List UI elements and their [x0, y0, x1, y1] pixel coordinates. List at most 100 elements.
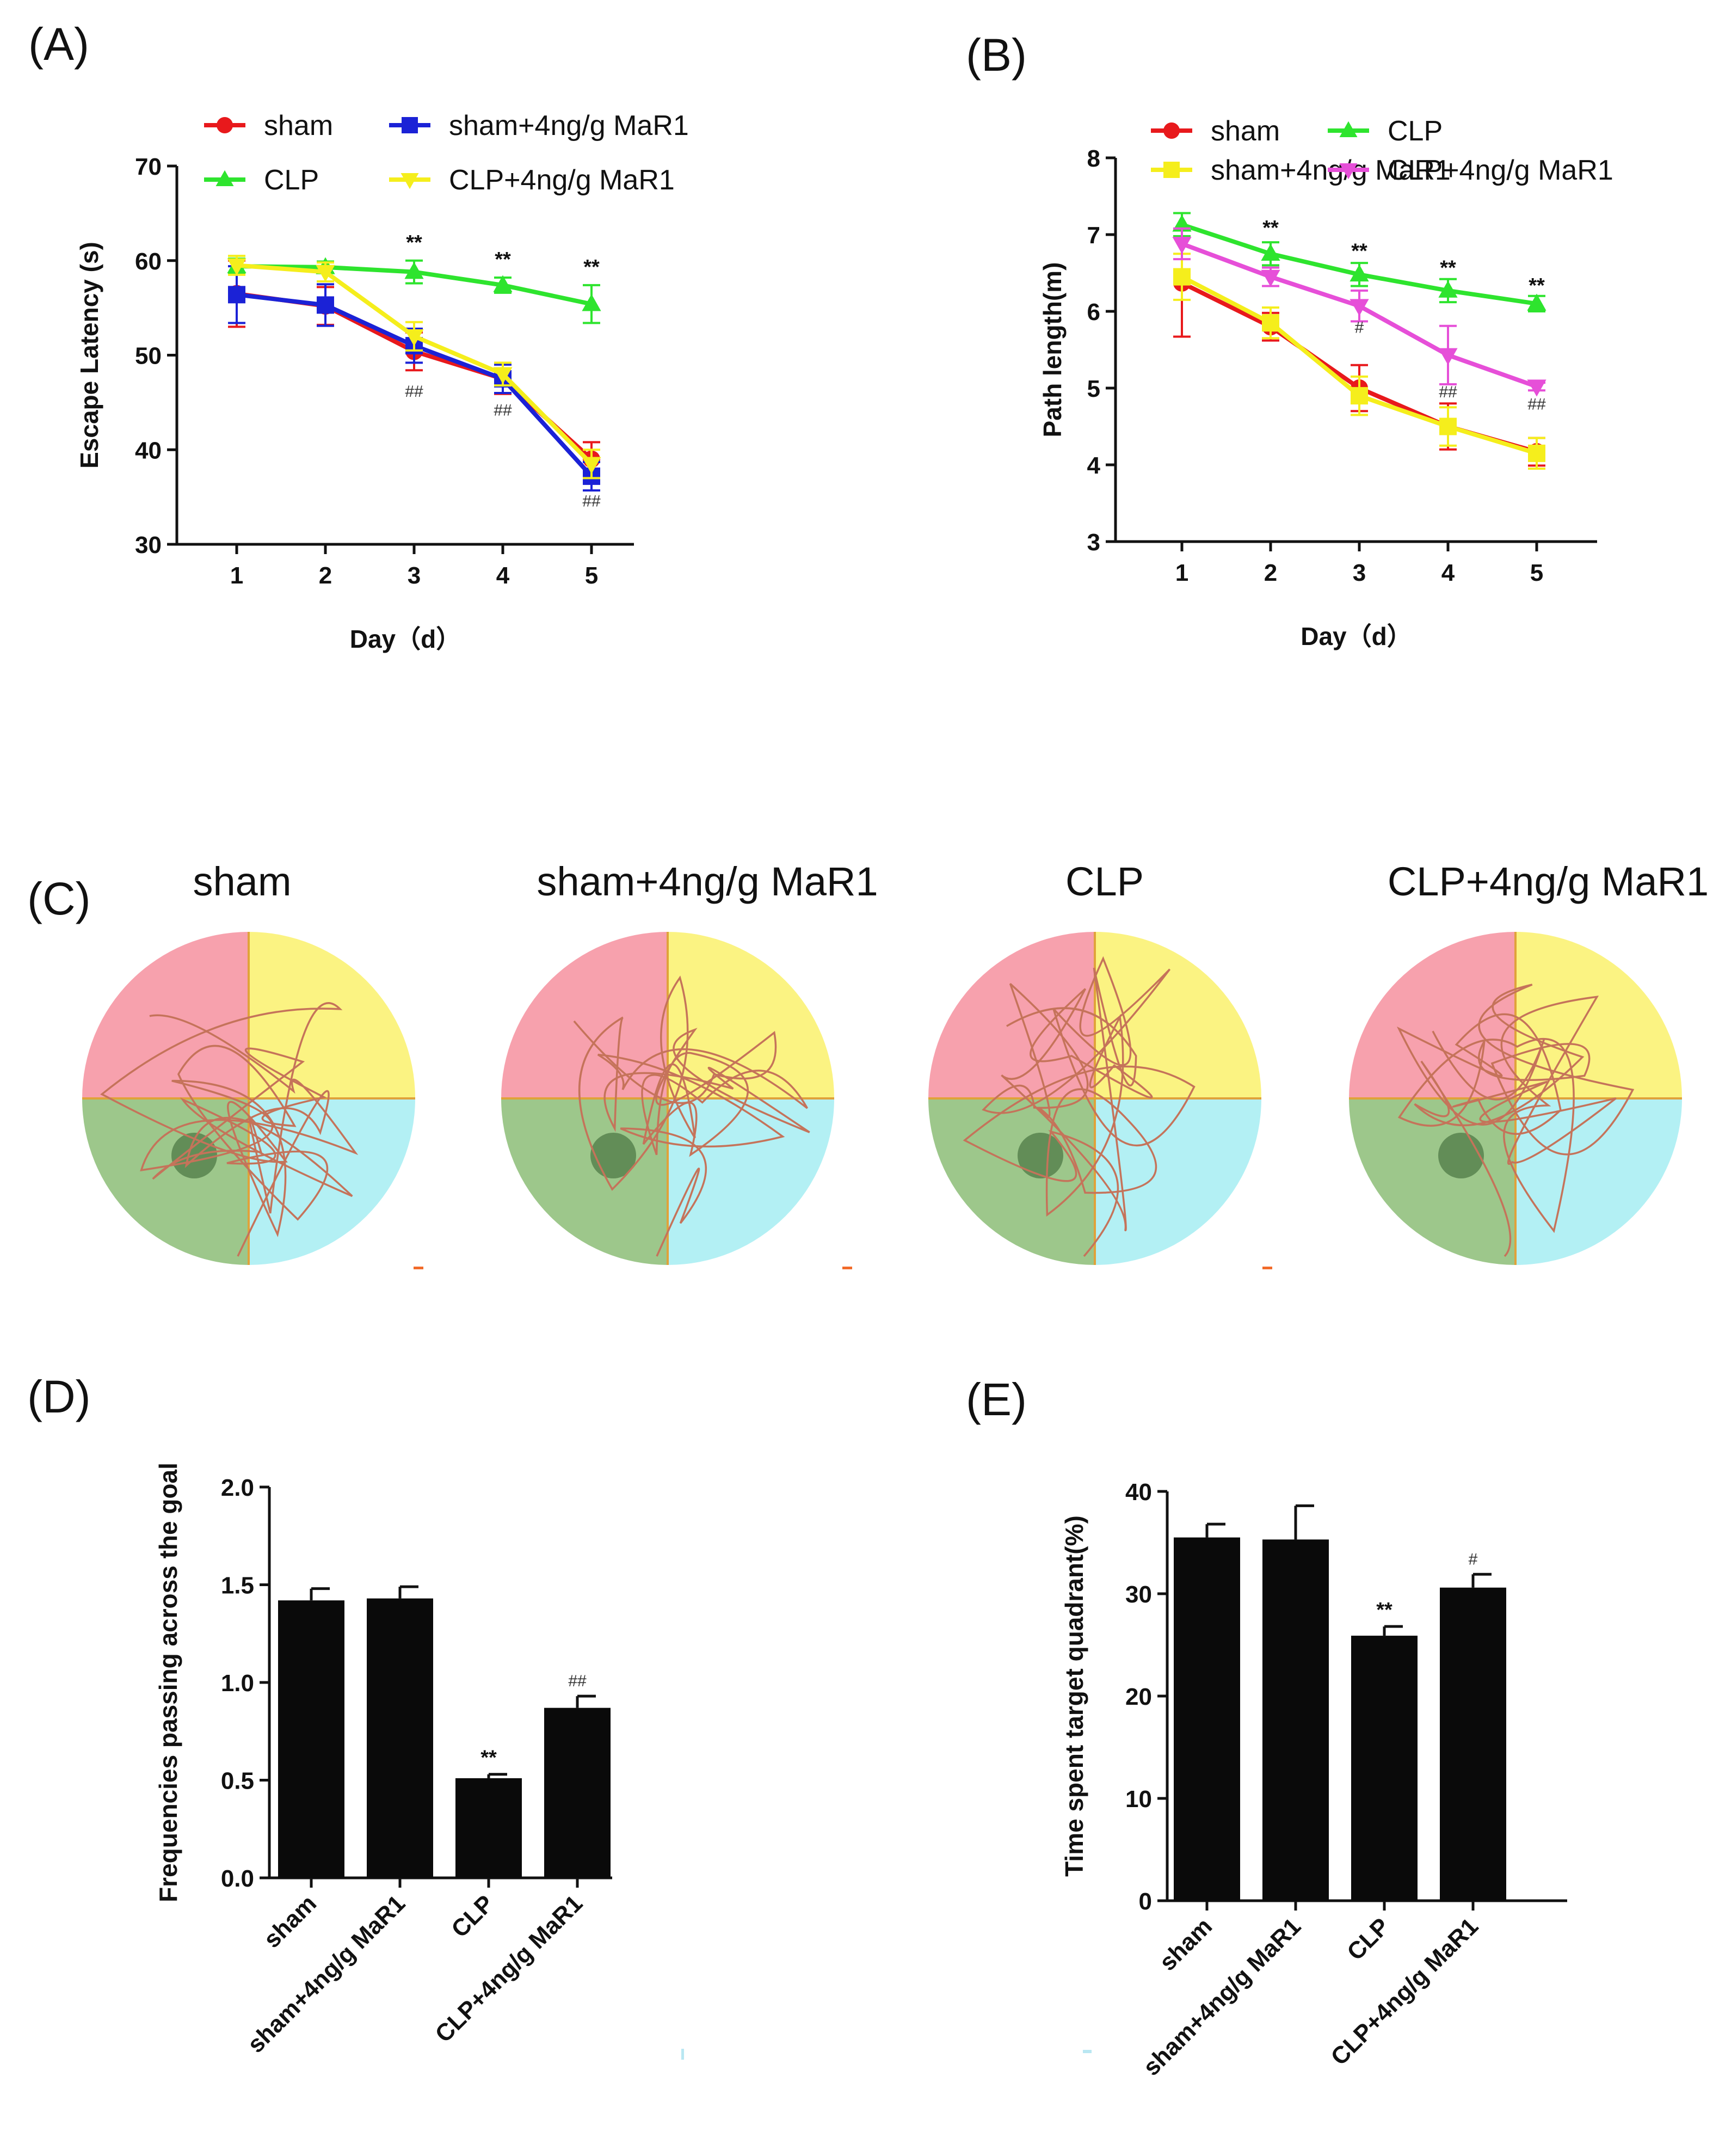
legend-label: sham: [264, 110, 333, 142]
data-point: [1438, 348, 1458, 365]
maze-title: CLP+4ng/g MaR1: [1388, 859, 1709, 904]
legend-marker: [1339, 121, 1358, 137]
legend-marker: [1339, 163, 1358, 180]
x-tick-label: 3: [1353, 560, 1366, 586]
legend-marker: [215, 170, 234, 186]
series-sham-4ng-g-mar1: [1173, 253, 1545, 470]
bar: [1262, 1539, 1329, 1901]
platform: [1438, 1133, 1484, 1178]
panel-label-d: (D): [27, 1371, 91, 1422]
x-axis-title: Day（d）: [350, 625, 461, 653]
data-point: [1527, 379, 1546, 397]
maze-title: sham+4ng/g MaR1: [537, 859, 878, 904]
data-point: [1172, 214, 1192, 232]
y-tick-label: 1.0: [221, 1670, 254, 1697]
platform: [1018, 1133, 1063, 1178]
x-tick-label: CLP: [446, 1890, 499, 1943]
y-tick-label: 1.5: [221, 1573, 254, 1599]
data-point: [1350, 299, 1369, 316]
data-point: [404, 329, 424, 347]
significance-mark: **: [583, 256, 600, 279]
x-tick-label: 1: [1175, 560, 1188, 586]
significance-mark: #: [1355, 318, 1364, 336]
significance-mark: **: [480, 1747, 497, 1770]
data-point: [1438, 280, 1458, 298]
x-tick-label: 4: [1441, 560, 1455, 586]
maze-title: CLP: [1065, 859, 1144, 904]
panel-label-c: (C): [27, 873, 91, 924]
significance-mark: **: [1440, 256, 1456, 279]
series-clp: [1172, 212, 1546, 312]
significance-mark: **: [1529, 274, 1545, 297]
y-tick-label: 70: [135, 153, 162, 180]
y-tick-label: 30: [1125, 1581, 1152, 1608]
significance-mark: ##: [568, 1672, 587, 1690]
maze-title: sham: [193, 859, 292, 904]
chart-a-escape-latency: 30 40 50 60 70 1 2 3 4 5 Day（d） Escape Latency (s) *…: [75, 110, 689, 653]
y-tick-label: 0.5: [221, 1768, 254, 1795]
data-point: [1350, 264, 1369, 282]
panel-label-b: (B): [966, 29, 1027, 81]
data-point: [1351, 387, 1368, 405]
x-tick-label: CLP: [1342, 1913, 1395, 1965]
data-point: [317, 296, 334, 314]
data-point: [227, 258, 247, 275]
legend-label: sham: [1211, 115, 1280, 147]
data-point: [582, 457, 601, 474]
legend-marker: [400, 173, 419, 189]
data-point: [493, 275, 513, 292]
x-tick-label: CLP+4ng/g MaR1: [1326, 1913, 1483, 2071]
y-tick-label: 4: [1087, 452, 1101, 479]
data-point: [1439, 417, 1457, 435]
legend-marker: [1163, 162, 1180, 178]
swim-path: [573, 975, 810, 1257]
data-point: [228, 286, 245, 304]
quadrant-top-right: [1515, 932, 1682, 1098]
bar: [1174, 1537, 1240, 1901]
y-tick-label: 60: [135, 248, 162, 275]
x-tick-label: 4: [496, 562, 510, 589]
x-tick-label: 3: [408, 562, 421, 589]
significance-mark: ##: [1439, 383, 1457, 401]
legend-label: CLP: [1388, 115, 1443, 147]
legend-marker: [402, 117, 418, 133]
x-tick-label: CLP+4ng/g MaR1: [430, 1890, 588, 2048]
y-axis-title: Escape Latency (s): [75, 242, 103, 469]
y-tick-label: 50: [135, 343, 162, 370]
data-point: [1262, 314, 1279, 332]
y-axis-title: Time spent target quadrant(%): [1060, 1515, 1088, 1877]
data-point: [404, 262, 424, 279]
quadrant-top-right: [249, 932, 415, 1098]
y-tick-label: 7: [1087, 222, 1100, 249]
legend-marker: [1163, 122, 1180, 139]
panel-label-e: (E): [966, 1374, 1027, 1425]
x-tick-label: sham+4ng/g MaR1: [1138, 1913, 1306, 2081]
x-tick-label: 1: [230, 562, 243, 589]
quadrant-bottom-right: [1095, 1098, 1261, 1265]
y-tick-label: 0: [1139, 1888, 1152, 1915]
stray-mark: [681, 2049, 684, 2060]
y-tick-label: 5: [1087, 376, 1100, 402]
stray-mark: [842, 1267, 852, 1269]
maze-4: CLP+4ng/g MaR1: [1349, 859, 1709, 1265]
x-axis-title: Day（d）: [1301, 622, 1412, 650]
bar: [367, 1598, 433, 1878]
data-point: [582, 294, 601, 311]
bar: [278, 1600, 344, 1878]
y-tick-label: 3: [1087, 529, 1100, 556]
bar: [1440, 1587, 1506, 1901]
bar: [1351, 1636, 1418, 1901]
data-point: [1528, 444, 1545, 462]
significance-mark: ##: [1527, 395, 1546, 413]
maze-2: sham+4ng/g MaR1: [501, 859, 878, 1265]
y-axis-title: Frequencies passing across the goal: [154, 1463, 182, 1902]
significance-mark: **: [1376, 1599, 1392, 1621]
significance-mark: **: [1351, 239, 1367, 262]
y-tick-label: 6: [1087, 299, 1100, 325]
bar: [544, 1707, 611, 1878]
data-point: [1173, 268, 1191, 286]
quadrant-top-right: [1095, 932, 1261, 1098]
